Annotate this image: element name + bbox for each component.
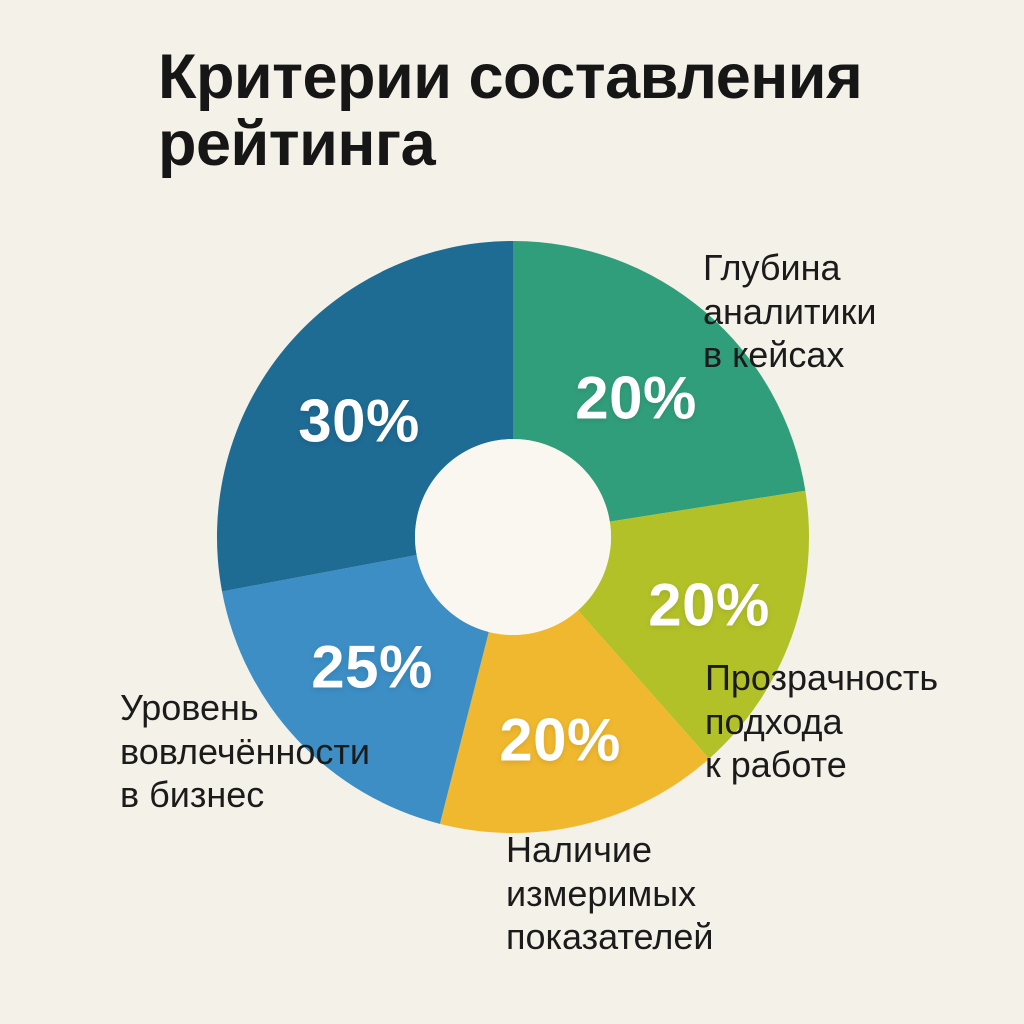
pie-segment-0 <box>513 241 806 522</box>
pie-segment-2 <box>439 610 710 834</box>
segment-value-label-involvement: 25% <box>311 633 433 701</box>
pie-segment-3 <box>222 555 489 824</box>
callout-metrics: Наличие измеримых показателей <box>506 829 714 958</box>
segment-value-label-unnamed: 30% <box>298 387 420 455</box>
pie-segment-4 <box>216 241 514 592</box>
donut-hole <box>415 439 611 635</box>
callout-involvement: Уровень вовлечённости в бизнес <box>120 687 371 816</box>
callout-transparency: Прозрачность подхода к работе <box>705 657 939 786</box>
segment-value-label-transparency: 20% <box>648 571 770 639</box>
chart-title: Критерии составления рейтинга <box>158 42 863 179</box>
segment-value-label-analytics: 20% <box>575 364 697 432</box>
pie-segment-1 <box>577 490 810 759</box>
callout-analytics: Глубина аналитики в кейсах <box>703 247 877 376</box>
segment-value-label-metrics: 20% <box>499 706 621 774</box>
